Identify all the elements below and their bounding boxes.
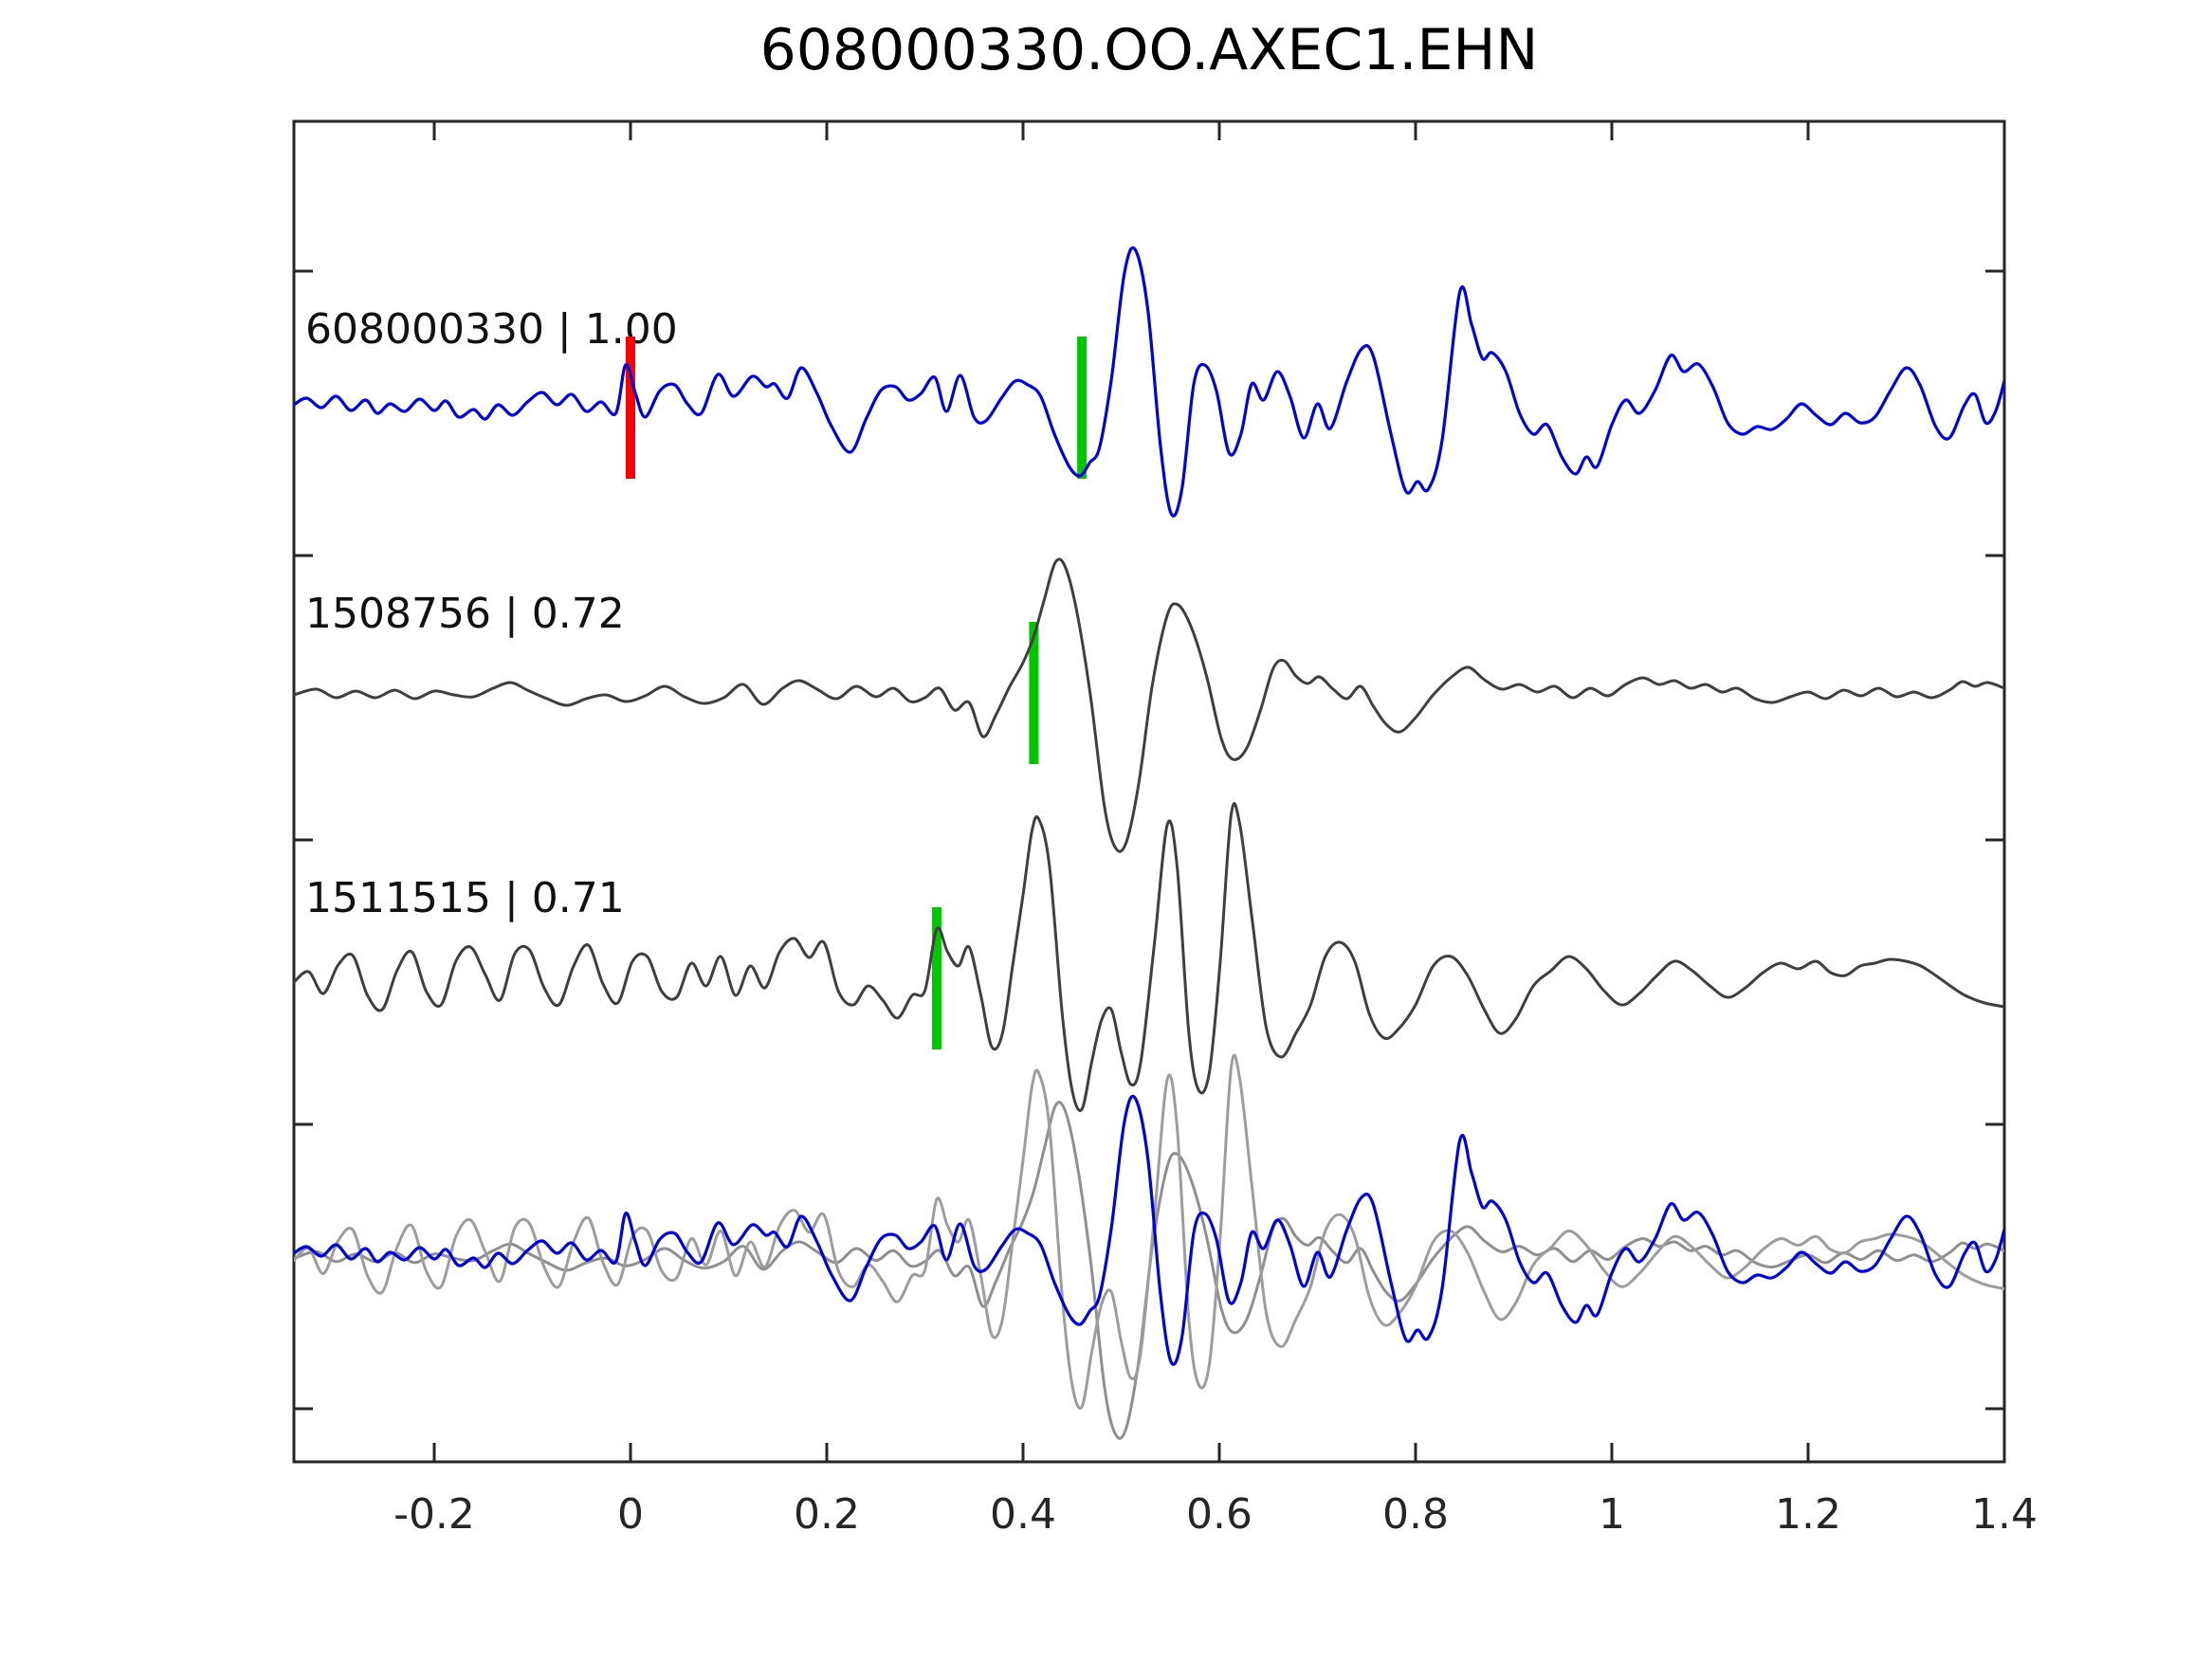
x-tick-label-1.4: 1.4 <box>1971 1490 2038 1539</box>
x-tick-label-0.4: 0.4 <box>990 1490 1056 1539</box>
waveform-1508756 <box>294 557 2004 853</box>
overlay-waveform-1508756 <box>294 1101 2004 1440</box>
x-tick-label-0.8: 0.8 <box>1382 1490 1449 1539</box>
waveform-1511515 <box>294 802 2004 1112</box>
pick-marker-green-1511515 <box>931 907 941 1049</box>
x-tick-label--0.2: -0.2 <box>393 1490 475 1539</box>
pick-marker-green-608000330 <box>1077 337 1088 479</box>
pick-marker-red-608000330 <box>626 337 636 479</box>
trace-label-1508756: 1508756 | 0.72 <box>305 590 625 638</box>
x-tick-label-0: 0 <box>617 1490 644 1539</box>
waveform-608000330 <box>294 246 2004 518</box>
figure-title: 608000330.OO.AXEC1.EHN <box>759 17 1539 83</box>
trace-label-608000330: 608000330 | 1.00 <box>305 305 678 354</box>
overlay-waveform-608000330 <box>294 1094 2004 1366</box>
x-tick-label-0.2: 0.2 <box>794 1490 860 1539</box>
axes-box <box>292 119 2006 1464</box>
pick-marker-green-1508756 <box>1029 622 1039 764</box>
trace-label-1511515: 1511515 | 0.71 <box>305 874 625 922</box>
x-tick-label-0.6: 0.6 <box>1186 1490 1252 1539</box>
overlay-waveform-1511515 <box>294 1053 2004 1410</box>
x-tick-label-1.2: 1.2 <box>1775 1490 1841 1539</box>
x-tick-label-1: 1 <box>1599 1490 1625 1539</box>
